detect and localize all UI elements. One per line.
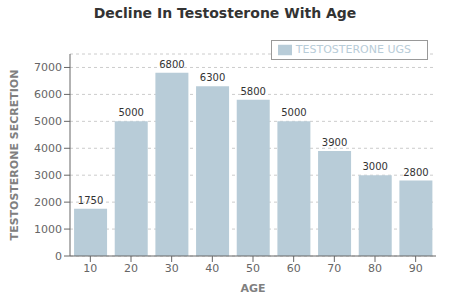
svg-text:5000: 5000 [281, 107, 306, 118]
svg-text:5800: 5800 [241, 86, 266, 97]
svg-text:2800: 2800 [403, 167, 428, 178]
svg-text:TESTOSTERONE SECRETION: TESTOSTERONE SECRETION [8, 70, 21, 241]
svg-text:AGE: AGE [240, 282, 265, 295]
svg-text:6000: 6000 [34, 88, 62, 101]
html-text:TESTOSTERONE UGS: TESTOSTERONE UGS [295, 43, 411, 56]
svg-text:50: 50 [246, 262, 260, 275]
svg-text:40: 40 [205, 262, 219, 275]
svg-text:5000: 5000 [119, 107, 144, 118]
svg-text:3000: 3000 [34, 169, 62, 182]
svg-text:5000: 5000 [34, 115, 62, 128]
svg-text:3000: 3000 [363, 161, 388, 172]
html-text:Decline In Testosterone With A: Decline In Testosterone With Age [93, 5, 357, 21]
svg-text:6800: 6800 [159, 59, 184, 70]
svg-text:60: 60 [287, 262, 301, 275]
svg-text:2000: 2000 [34, 196, 62, 209]
svg-text:7000: 7000 [34, 61, 62, 74]
svg-text:20: 20 [124, 262, 138, 275]
svg-text:4000: 4000 [34, 142, 62, 155]
svg-text:0: 0 [55, 250, 62, 263]
svg-text:80: 80 [368, 262, 382, 275]
svg-text:30: 30 [165, 262, 179, 275]
svg-text:1750: 1750 [78, 195, 103, 206]
svg-text:70: 70 [327, 262, 341, 275]
svg-text:1000: 1000 [34, 223, 62, 236]
svg-text:90: 90 [409, 262, 423, 275]
svg-text:3900: 3900 [322, 137, 347, 148]
svg-text:6300: 6300 [200, 72, 225, 83]
svg-text:10: 10 [83, 262, 97, 275]
